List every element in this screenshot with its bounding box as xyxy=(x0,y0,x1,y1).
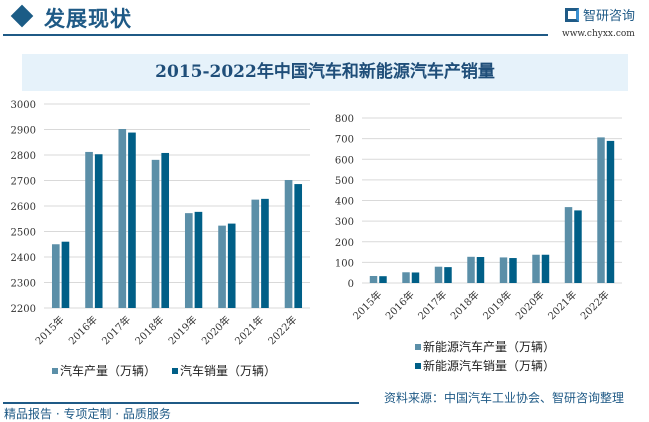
x-tick-label: 2018年 xyxy=(132,313,166,345)
y-tick-label: 3000 xyxy=(11,100,36,111)
bar-production xyxy=(402,272,410,283)
logo-text: 智研咨询 xyxy=(583,9,636,24)
bar-production xyxy=(151,159,160,308)
legend-label: 新能源汽车产量（万辆） xyxy=(423,340,556,354)
y-tick-label: 700 xyxy=(335,135,354,146)
bar-production xyxy=(118,128,127,308)
x-tick-label: 2019年 xyxy=(480,288,514,322)
y-tick-label: 2600 xyxy=(11,202,36,213)
x-tick-label: 2020年 xyxy=(199,313,233,345)
x-tick-label: 2015年 xyxy=(32,313,66,345)
bar-sales xyxy=(444,267,452,283)
bar-sales xyxy=(541,254,550,283)
bar-production xyxy=(369,275,378,283)
header-divider xyxy=(3,34,548,36)
x-tick-label: 2022年 xyxy=(265,313,299,345)
bar-sales xyxy=(261,198,269,308)
legend-auto-production: 汽车产量（万辆） xyxy=(52,362,156,379)
bar-sales xyxy=(227,223,236,308)
bar-production xyxy=(218,225,226,308)
footer-slogan: 精品报告 · 专项定制 · 品质服务 xyxy=(4,407,171,421)
bar-sales xyxy=(411,272,420,283)
bar-production xyxy=(85,151,93,308)
legend-nev-sales: 新能源汽车销量（万辆） xyxy=(415,357,555,374)
y-tick-label: 2700 xyxy=(11,177,36,188)
bar-sales xyxy=(379,276,387,283)
bar-sales xyxy=(606,140,615,283)
bar-production xyxy=(51,244,60,308)
y-tick-label: 500 xyxy=(335,176,354,187)
legend-label: 汽车产量（万辆） xyxy=(60,364,157,378)
x-tick-label: 2016年 xyxy=(383,288,417,322)
y-tick-label: 2300 xyxy=(11,279,36,290)
x-tick-label: 2015年 xyxy=(350,288,384,322)
bar-production xyxy=(284,179,293,308)
x-tick-label: 2021年 xyxy=(232,313,266,345)
bar-sales xyxy=(94,154,103,308)
chart-nev: 0 100 200 300 400 500 600 700 800 2015年 2016年 2017年… xyxy=(335,114,622,322)
y-tick-label: 300 xyxy=(335,217,354,228)
logo-icon xyxy=(565,7,579,22)
x-tick-label: 2019年 xyxy=(165,313,199,345)
bar-sales xyxy=(194,211,203,308)
y-tick-label: 2200 xyxy=(11,304,36,315)
bar-sales xyxy=(161,152,170,308)
bar-sales xyxy=(476,257,485,283)
legend-swatch xyxy=(52,367,58,374)
x-tick-label: 2018年 xyxy=(448,288,482,322)
legend-swatch xyxy=(172,367,178,374)
bar-production xyxy=(467,256,475,283)
bar-sales xyxy=(509,258,517,283)
x-tick-label: 2017年 xyxy=(99,313,133,345)
y-tick-label: 400 xyxy=(335,197,354,208)
legend-nev-production: 新能源汽车产量（万辆） xyxy=(415,338,555,355)
legend-label: 汽车销量（万辆） xyxy=(180,364,277,378)
y-tick-label: 2800 xyxy=(11,151,36,162)
bar-production xyxy=(564,207,573,283)
x-tick-label: 2017年 xyxy=(415,288,449,322)
chart-auto: 2200 2300 2400 2500 2600 2700 2800 2900 3000 2015… xyxy=(11,100,310,345)
source-note: 资料来源：中国汽车工业协会、智研咨询整理 xyxy=(384,391,625,405)
bar-production xyxy=(597,137,605,283)
x-tick-label: 2021年 xyxy=(545,288,579,322)
bar-sales xyxy=(574,210,582,283)
legend-swatch xyxy=(415,362,421,369)
legend-swatch xyxy=(415,343,421,350)
diamond-icon xyxy=(10,4,34,28)
x-tick-label: 2020年 xyxy=(513,288,547,322)
bar-sales xyxy=(294,184,303,308)
y-tick-label: 0 xyxy=(348,279,354,290)
y-tick-label: 800 xyxy=(335,114,354,125)
bar-sales xyxy=(128,132,136,308)
x-tick-label: 2016年 xyxy=(66,313,100,345)
chart-title: 2015-2022年中国汽车和新能源汽车产销量 xyxy=(22,54,628,91)
bar-production xyxy=(184,213,193,308)
bar-sales xyxy=(61,241,70,308)
legend-auto-sales: 汽车销量（万辆） xyxy=(172,362,276,379)
bar-production xyxy=(251,199,260,308)
website-url: www.chyxx.com xyxy=(562,29,635,39)
bar-production xyxy=(532,254,540,283)
y-tick-label: 100 xyxy=(335,258,354,269)
y-tick-label: 2400 xyxy=(11,253,36,264)
y-tick-label: 600 xyxy=(335,155,354,166)
y-tick-label: 200 xyxy=(335,238,354,249)
footer-divider xyxy=(3,402,359,404)
y-tick-label: 2900 xyxy=(11,126,36,137)
section-title: 发展现状 xyxy=(44,7,132,31)
legend-label: 新能源汽车销量（万辆） xyxy=(423,359,556,373)
bar-production xyxy=(434,266,443,283)
bar-production xyxy=(499,257,508,283)
logo: 智研咨询 xyxy=(565,5,635,24)
y-tick-label: 2500 xyxy=(11,228,36,239)
x-tick-label: 2022年 xyxy=(578,288,612,322)
